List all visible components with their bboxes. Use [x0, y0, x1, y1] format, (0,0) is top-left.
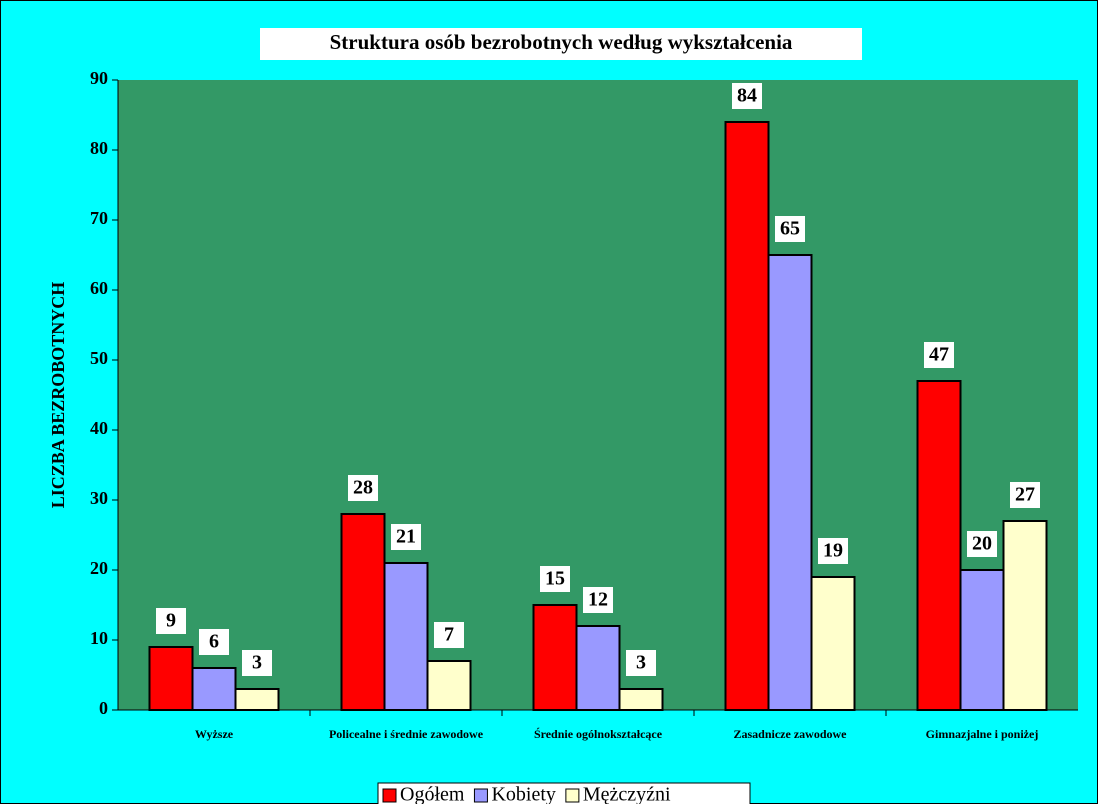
legend-label: Mężczyźni: [583, 784, 671, 804]
bar: [532, 604, 578, 711]
value-label-box: [434, 622, 464, 648]
value-label-box: [540, 566, 570, 592]
bar: [767, 254, 813, 711]
value-label-box: [967, 531, 997, 557]
y-tick-label: 80: [90, 138, 108, 158]
x-tick-label: Wyższe: [194, 727, 234, 741]
value-label-box: [732, 83, 762, 109]
y-tick-label: 50: [90, 348, 108, 368]
bar: [148, 646, 194, 711]
value-label-box: [924, 342, 954, 368]
value-label: 3: [252, 652, 262, 674]
chart-title: Struktura osób bezrobotnych według wyksz…: [330, 30, 793, 54]
bar: [575, 625, 621, 711]
y-tick-label: 40: [90, 418, 108, 438]
value-label: 20: [972, 533, 992, 555]
value-label: 7: [444, 624, 454, 646]
bar: [618, 688, 664, 711]
value-label-box: [199, 629, 229, 655]
y-tick-label: 90: [90, 68, 108, 88]
value-label: 19: [823, 540, 843, 562]
value-label: 12: [588, 589, 608, 611]
legend-label: Kobiety: [491, 784, 555, 804]
bar: [810, 576, 856, 711]
value-label-box: [242, 650, 272, 676]
x-tick-label: Gimnazjalne i poniżej: [925, 727, 1039, 741]
y-tick-label: 20: [90, 558, 108, 578]
x-tick-label: Średnie ogólnokształcące: [533, 727, 663, 741]
legend-swatch: [382, 788, 397, 803]
value-label: 27: [1015, 484, 1035, 506]
value-label-box: [818, 538, 848, 564]
value-label-box: [1010, 482, 1040, 508]
value-label: 3: [636, 652, 646, 674]
legend-label: Ogółem: [400, 784, 465, 804]
y-tick-label: 10: [90, 628, 108, 648]
bar: [724, 121, 770, 711]
title-box: [260, 28, 862, 60]
value-label-box: [348, 475, 378, 501]
value-label-box: [583, 587, 613, 613]
bar: [340, 513, 386, 711]
value-label: 65: [780, 218, 800, 240]
x-tick-label: Zasadnicze zawodowe: [733, 727, 847, 741]
bar: [234, 688, 280, 711]
value-label: 6: [209, 631, 219, 653]
x-tick-label: Policealne i średnie zawodowe: [328, 727, 484, 741]
legend: [377, 782, 751, 804]
y-tick-label: 60: [90, 278, 108, 298]
value-label: 47: [929, 344, 949, 366]
y-tick-label: 30: [90, 488, 108, 508]
y-axis-label: LICZBA BEZROBOTNYCH: [48, 282, 68, 509]
value-label: 21: [396, 526, 416, 548]
bar: [426, 660, 472, 711]
value-label-box: [391, 524, 421, 550]
bar: [959, 569, 1005, 711]
bar: [383, 562, 429, 711]
legend-swatch: [565, 788, 580, 803]
value-label: 9: [166, 610, 176, 632]
value-label: 84: [737, 85, 757, 107]
value-label: 28: [353, 477, 373, 499]
bar: [1002, 520, 1048, 711]
y-tick-label: 0: [99, 698, 108, 718]
value-label-box: [156, 608, 186, 634]
value-label-box: [775, 216, 805, 242]
value-label: 15: [545, 568, 565, 590]
bar: [916, 380, 962, 711]
y-tick-label: 70: [90, 208, 108, 228]
bar: [191, 667, 237, 711]
legend-swatch: [473, 788, 488, 803]
value-label-box: [626, 650, 656, 676]
